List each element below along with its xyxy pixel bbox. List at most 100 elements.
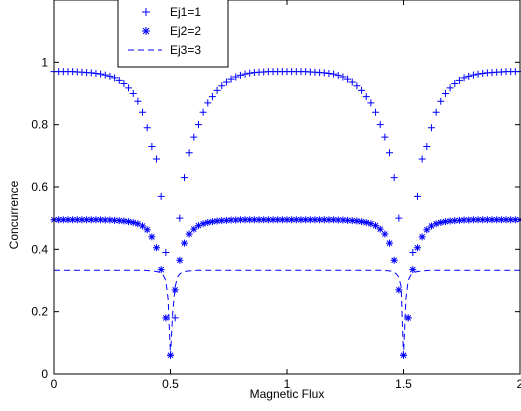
asterisk-marker — [264, 216, 272, 224]
plus-marker — [208, 93, 216, 101]
asterisk-marker — [353, 217, 361, 225]
asterisk-marker — [423, 226, 431, 234]
asterisk-marker — [372, 222, 380, 230]
plus-marker — [386, 149, 394, 157]
plus-marker — [236, 71, 244, 79]
asterisk-marker — [325, 216, 333, 224]
asterisk-marker — [507, 216, 515, 224]
x-tick-label: 1 — [284, 377, 291, 391]
plot-frame — [53, 0, 521, 375]
asterisk-marker — [316, 216, 324, 224]
asterisk-marker — [465, 216, 473, 224]
asterisk-marker — [269, 216, 277, 224]
plus-marker — [367, 99, 375, 107]
x-tick-label: 0.5 — [162, 377, 179, 391]
asterisk-marker — [446, 217, 454, 225]
asterisk-marker — [129, 219, 137, 227]
asterisk-marker — [274, 216, 282, 224]
asterisk-marker — [441, 218, 449, 226]
asterisk-marker — [111, 216, 119, 224]
asterisk-marker — [344, 216, 352, 224]
plus-marker — [142, 8, 150, 16]
plus-marker — [362, 93, 370, 101]
asterisk-marker — [311, 216, 319, 224]
plus-marker — [157, 192, 165, 200]
axes-box — [53, 0, 521, 375]
plus-marker — [180, 174, 188, 182]
x-axis-label: Magnetic Flux — [250, 387, 325, 401]
asterisk-marker — [148, 233, 156, 241]
plus-marker — [190, 133, 198, 141]
asterisk-marker — [367, 220, 375, 228]
asterisk-marker — [73, 216, 81, 224]
asterisk-marker — [87, 216, 95, 224]
legend-item: Ej2=2 — [142, 24, 201, 38]
y-tick-label: 0.2 — [31, 305, 48, 319]
plus-marker — [460, 74, 468, 82]
asterisk-marker — [455, 216, 463, 224]
asterisk-marker — [404, 314, 412, 322]
x-tick-label: 1.5 — [395, 377, 412, 391]
asterisk-marker — [92, 216, 100, 224]
asterisk-marker — [83, 216, 91, 224]
plus-marker — [143, 124, 151, 132]
plus-marker — [339, 73, 347, 81]
plus-marker — [222, 78, 230, 86]
plus-marker — [474, 70, 482, 78]
asterisk-marker — [142, 27, 150, 35]
plus-marker — [409, 248, 417, 256]
asterisk-marker — [474, 216, 482, 224]
plus-marker — [101, 71, 109, 79]
plus-marker — [320, 69, 328, 77]
plus-marker — [441, 90, 449, 97]
asterisk-marker — [390, 256, 398, 264]
asterisk-marker — [190, 225, 198, 233]
plus-marker — [446, 84, 454, 92]
asterisk-marker — [232, 216, 240, 224]
x-tick-label: 0 — [51, 377, 58, 391]
plus-marker — [129, 90, 137, 97]
asterisk-marker — [250, 216, 258, 224]
asterisk-marker — [120, 217, 128, 225]
plus-marker — [246, 69, 254, 77]
plus-marker — [413, 192, 421, 200]
plus-marker — [465, 72, 473, 80]
plus-marker — [432, 108, 440, 116]
asterisk-marker — [125, 218, 133, 226]
plus-marker — [423, 142, 431, 150]
series-layer — [50, 68, 521, 359]
plus-marker — [139, 108, 147, 116]
plus-marker — [176, 214, 184, 222]
asterisk-marker — [180, 239, 188, 247]
plus-marker — [479, 70, 487, 78]
asterisk-marker — [437, 219, 445, 227]
asterisk-marker — [358, 218, 366, 226]
plus-marker — [125, 84, 133, 92]
legend-label: Ej1=1 — [170, 5, 201, 19]
legend-item: Ej1=1 — [142, 5, 201, 19]
asterisk-marker — [106, 216, 114, 224]
asterisk-marker — [432, 220, 440, 228]
asterisk-marker — [278, 216, 286, 224]
asterisk-marker — [69, 216, 77, 224]
asterisk-marker — [413, 244, 421, 252]
asterisk-marker — [339, 216, 347, 224]
asterisk-marker — [213, 217, 221, 225]
asterisk-marker — [511, 216, 519, 224]
tick-labels: 0 0.5 1 1.5 2 0 0.2 0.4 0.6 0.8 1 — [31, 55, 521, 391]
asterisk-marker — [460, 216, 468, 224]
y-tick-label: 0.6 — [31, 180, 48, 194]
asterisk-marker — [115, 217, 123, 225]
legend: Ej1=1 Ej2=2 Ej3=3 — [117, 0, 229, 68]
series-plus — [50, 68, 521, 359]
plus-marker — [372, 108, 380, 116]
asterisk-marker — [246, 216, 254, 224]
plus-marker — [469, 71, 477, 79]
plus-marker — [171, 314, 179, 322]
asterisk-marker — [218, 217, 226, 225]
plus-marker — [232, 73, 240, 81]
asterisk-marker — [59, 216, 67, 224]
asterisk-marker — [362, 219, 370, 227]
asterisk-marker — [334, 216, 342, 224]
